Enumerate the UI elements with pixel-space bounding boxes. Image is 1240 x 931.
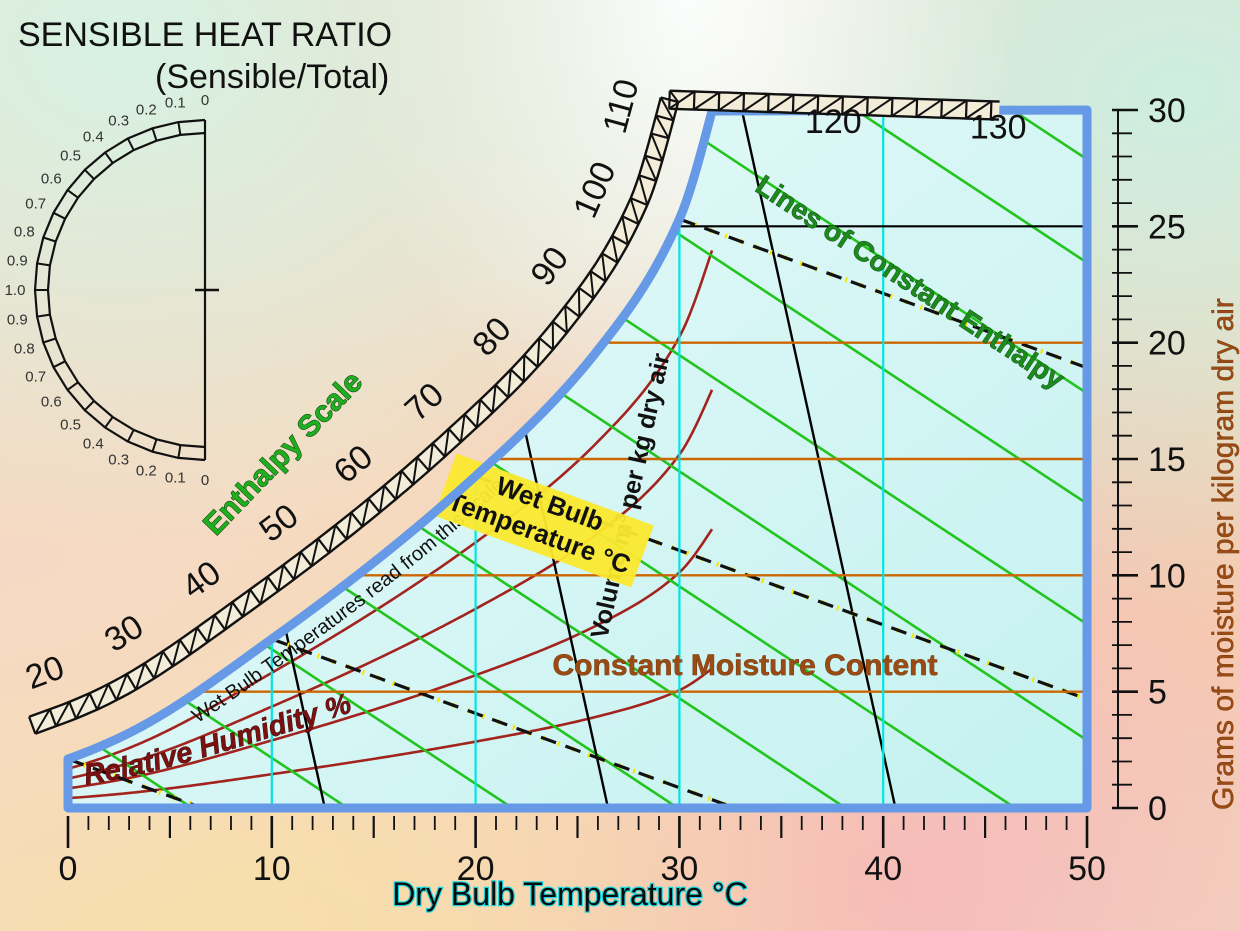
svg-text:0.1: 0.1: [165, 94, 186, 111]
svg-text:0.7: 0.7: [25, 368, 46, 385]
svg-text:0: 0: [201, 472, 209, 489]
svg-text:(Sensible/Total): (Sensible/Total): [155, 58, 389, 96]
svg-text:60: 60: [327, 438, 380, 491]
svg-text:0: 0: [1148, 790, 1167, 828]
svg-text:Dry Bulb Temperature °C: Dry Bulb Temperature °C: [392, 876, 747, 912]
svg-text:0: 0: [59, 850, 78, 888]
svg-text:30: 30: [98, 607, 150, 659]
svg-text:70: 70: [398, 375, 452, 429]
svg-text:130: 130: [970, 109, 1027, 147]
svg-text:10: 10: [1148, 557, 1186, 595]
svg-text:5: 5: [1148, 674, 1167, 712]
svg-text:Constant Moisture Content: Constant Moisture Content: [553, 649, 938, 682]
svg-text:0.2: 0.2: [136, 463, 157, 480]
svg-text:40: 40: [175, 554, 228, 607]
svg-text:90: 90: [523, 240, 576, 293]
svg-text:0.3: 0.3: [108, 113, 129, 130]
svg-text:10: 10: [253, 850, 291, 888]
svg-text:0.6: 0.6: [41, 394, 62, 411]
svg-text:0.1: 0.1: [165, 470, 186, 487]
svg-text:50: 50: [1068, 850, 1106, 888]
svg-text:0.6: 0.6: [41, 170, 62, 187]
svg-text:0.9: 0.9: [7, 312, 28, 329]
svg-text:0.2: 0.2: [136, 101, 157, 118]
svg-text:0.8: 0.8: [14, 223, 35, 240]
svg-text:0.5: 0.5: [60, 148, 81, 165]
svg-text:0.5: 0.5: [60, 416, 81, 433]
svg-text:120: 120: [805, 103, 862, 141]
svg-text:0.4: 0.4: [83, 436, 104, 453]
svg-text:50: 50: [252, 497, 305, 550]
svg-text:20: 20: [20, 648, 69, 697]
svg-text:40: 40: [864, 850, 902, 888]
svg-text:0.7: 0.7: [25, 196, 46, 213]
svg-text:SENSIBLE HEAT RATIO: SENSIBLE HEAT RATIO: [18, 16, 392, 54]
svg-text:100: 100: [566, 156, 624, 223]
svg-text:0.8: 0.8: [14, 341, 35, 358]
svg-text:0.3: 0.3: [108, 451, 129, 468]
svg-text:110: 110: [596, 75, 647, 137]
svg-text:80: 80: [465, 310, 519, 364]
svg-text:30: 30: [1148, 92, 1186, 130]
svg-text:25: 25: [1148, 208, 1186, 246]
svg-text:0.4: 0.4: [83, 128, 104, 145]
svg-text:Grams of moisture per kilogram: Grams of moisture per kilogram dry air: [1207, 298, 1240, 810]
svg-text:20: 20: [1148, 325, 1186, 363]
svg-text:0.9: 0.9: [7, 252, 28, 269]
svg-text:1.0: 1.0: [5, 282, 26, 299]
svg-text:15: 15: [1148, 441, 1186, 479]
